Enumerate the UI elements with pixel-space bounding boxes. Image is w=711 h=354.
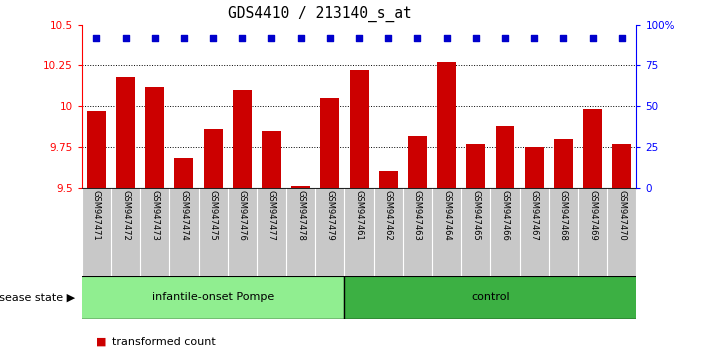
Bar xyxy=(116,77,135,188)
Bar xyxy=(145,87,164,188)
Text: GSM947471: GSM947471 xyxy=(92,190,101,241)
Text: GSM947466: GSM947466 xyxy=(501,190,510,241)
Text: GSM947473: GSM947473 xyxy=(150,190,159,241)
Bar xyxy=(612,144,631,188)
Bar xyxy=(292,186,310,188)
Text: GSM947465: GSM947465 xyxy=(471,190,481,241)
Text: GSM947472: GSM947472 xyxy=(121,190,130,241)
Text: GSM947461: GSM947461 xyxy=(355,190,363,241)
Point xyxy=(266,35,277,41)
Text: GSM947468: GSM947468 xyxy=(559,190,568,241)
Bar xyxy=(379,171,397,188)
Point xyxy=(587,35,598,41)
Bar xyxy=(496,126,515,188)
Text: disease state ▶: disease state ▶ xyxy=(0,292,75,302)
Bar xyxy=(408,136,427,188)
Point xyxy=(441,35,452,41)
Point xyxy=(383,35,394,41)
Point xyxy=(528,35,540,41)
Text: GSM947467: GSM947467 xyxy=(530,190,539,241)
Text: GSM947475: GSM947475 xyxy=(208,190,218,241)
Text: GSM947464: GSM947464 xyxy=(442,190,451,241)
Bar xyxy=(82,276,344,319)
Bar xyxy=(525,147,544,188)
Point xyxy=(120,35,132,41)
Bar xyxy=(344,276,636,319)
Text: GSM947477: GSM947477 xyxy=(267,190,276,241)
Point xyxy=(353,35,365,41)
Bar xyxy=(437,62,456,188)
Point xyxy=(557,35,569,41)
Point xyxy=(412,35,423,41)
Point xyxy=(149,35,161,41)
Text: GSM947462: GSM947462 xyxy=(384,190,392,241)
Bar xyxy=(583,109,602,188)
Text: control: control xyxy=(471,292,510,302)
Text: infantile-onset Pompe: infantile-onset Pompe xyxy=(152,292,274,302)
Point xyxy=(616,35,627,41)
Point xyxy=(499,35,510,41)
Bar xyxy=(350,70,368,188)
Text: GSM947474: GSM947474 xyxy=(179,190,188,241)
Text: GSM947476: GSM947476 xyxy=(237,190,247,241)
Text: transformed count: transformed count xyxy=(112,337,215,347)
Bar xyxy=(87,111,106,188)
Bar xyxy=(554,139,573,188)
Point xyxy=(324,35,336,41)
Text: GSM947478: GSM947478 xyxy=(296,190,305,241)
Bar xyxy=(232,90,252,188)
Point xyxy=(295,35,306,41)
Point xyxy=(91,35,102,41)
Point xyxy=(470,35,481,41)
Text: GSM947469: GSM947469 xyxy=(588,190,597,241)
Text: ■: ■ xyxy=(96,337,107,347)
Bar xyxy=(203,129,223,188)
Text: GDS4410 / 213140_s_at: GDS4410 / 213140_s_at xyxy=(228,5,412,22)
Bar xyxy=(466,144,486,188)
Text: GSM947463: GSM947463 xyxy=(413,190,422,241)
Bar xyxy=(262,131,281,188)
Point xyxy=(178,35,190,41)
Bar xyxy=(321,98,339,188)
Text: GSM947470: GSM947470 xyxy=(617,190,626,241)
Text: GSM947479: GSM947479 xyxy=(326,190,334,241)
Bar xyxy=(174,158,193,188)
Point xyxy=(208,35,219,41)
Point xyxy=(237,35,248,41)
